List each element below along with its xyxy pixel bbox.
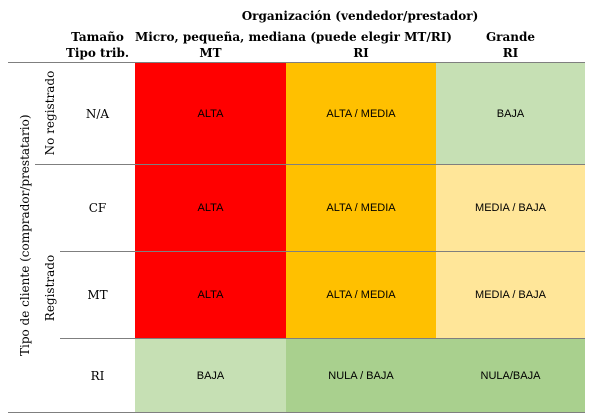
header-divider [8,62,585,63]
table-bottom-rule [8,412,585,413]
row-divider [35,164,585,165]
ri-column-header: RI [353,46,369,60]
size-label: Tamaño [71,30,124,44]
row-divider [60,251,585,252]
cell-mt-grande: MEDIA / BAJA [436,252,585,338]
row-tax-cf: CF [88,201,107,215]
row-tax-ri: RI [90,368,105,383]
client-type-label: Tipo de cliente (comprador/prestatario) [18,114,32,357]
tax-type-label: Tipo trib. [65,46,130,60]
cell-mt-ri: ALTA / MEDIA [286,252,436,338]
cell-ri-ri: NULA / BAJA [286,339,436,412]
cell-na-mt: ALTA [135,63,286,164]
row-tax-mt: MT [87,288,108,302]
org-header: Organización (vendedor/prestador) [241,9,479,23]
cell-mt-mt: ALTA [135,252,286,338]
cell-na-ri: ALTA / MEDIA [286,63,436,164]
micro-pyme-header: Micro, pequeña, mediana (puede elegir MT… [135,30,452,44]
cell-cf-ri: ALTA / MEDIA [286,165,436,251]
mt-column-header: MT [199,46,222,60]
cell-cf-grande: MEDIA / BAJA [436,165,585,251]
registered-label: Registrado [43,254,57,322]
grande-header: Grande [485,30,536,44]
grande-ri-header: RI [502,46,519,60]
row-tax-na: N/A [85,106,110,121]
row-divider [60,338,585,339]
cell-na-grande: BAJA [436,63,585,164]
not-registered-label: No registrado [43,70,57,156]
cell-cf-mt: ALTA [135,165,286,251]
cell-ri-mt: BAJA [135,339,286,412]
cell-ri-grande: NULA/BAJA [436,339,585,412]
